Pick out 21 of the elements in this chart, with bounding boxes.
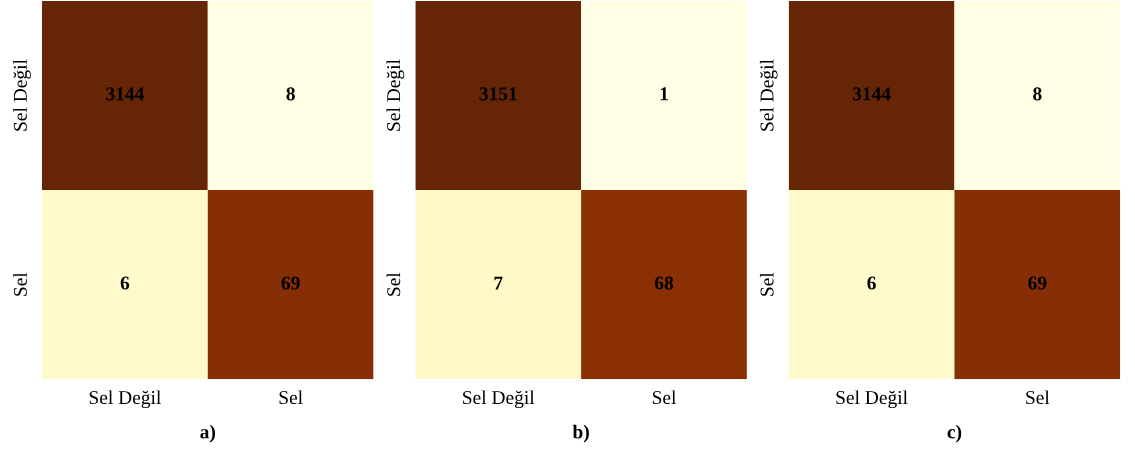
data-label: 6 xyxy=(120,276,130,290)
data-label: 3151 xyxy=(479,87,517,101)
data-label: 3144 xyxy=(106,87,144,101)
data-label: 6 xyxy=(867,276,876,290)
data-label: 1 xyxy=(660,87,668,101)
x-tick-label: Sel Değil xyxy=(89,390,161,409)
x-axis-title: c) xyxy=(947,424,962,443)
x-axis-title: b) xyxy=(572,424,589,443)
data-label: 69 xyxy=(281,276,300,290)
x-tick-label: Sel xyxy=(279,390,303,405)
x-axis-title: a) xyxy=(200,424,216,443)
x-tick-label: Sel Değil xyxy=(836,390,908,409)
x-tick-label: Sel xyxy=(652,390,677,405)
x-tick-label: Sel Değil xyxy=(463,390,535,409)
data-label: 8 xyxy=(286,87,295,101)
data-label: 3144 xyxy=(852,87,891,101)
data-label: 69 xyxy=(1028,276,1047,290)
x-tick-label: Sel xyxy=(1026,390,1050,405)
data-label: 7 xyxy=(494,276,503,290)
data-label: 68 xyxy=(654,276,674,290)
data-label: 8 xyxy=(1033,87,1042,101)
